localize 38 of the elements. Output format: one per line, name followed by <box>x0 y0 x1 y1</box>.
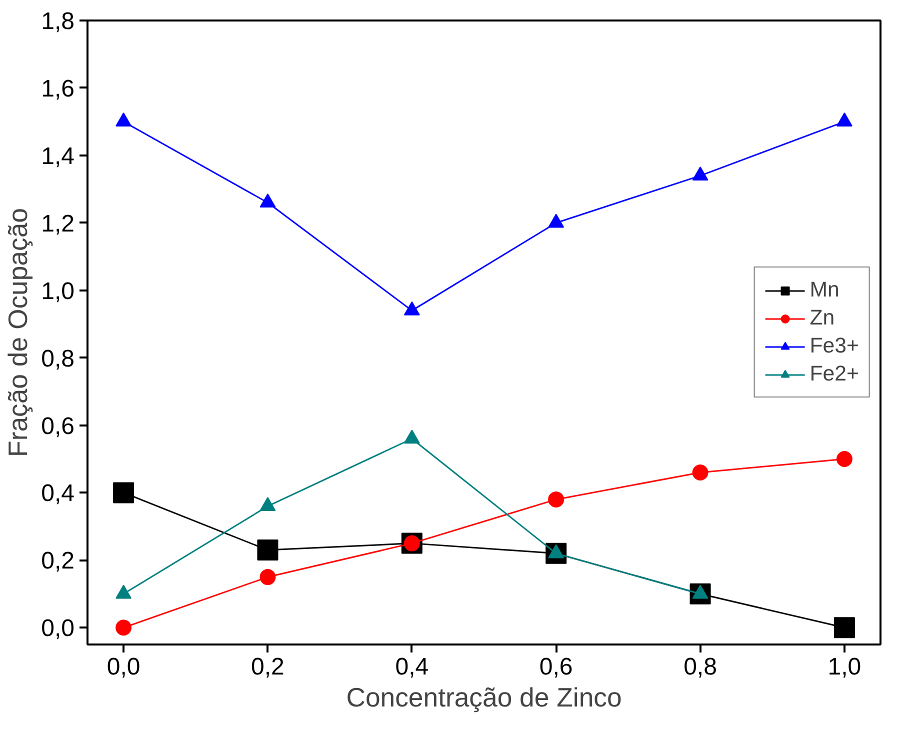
point <box>257 540 278 561</box>
x-tick-label: 0,0 <box>106 654 140 680</box>
legend-label: Zn <box>810 306 835 330</box>
x-axis-title: Concentração de Zinco <box>346 682 622 712</box>
y-tick-label: 1,2 <box>41 210 75 238</box>
point <box>834 617 855 638</box>
y-tick-label: 0,2 <box>41 548 75 575</box>
y-axis-title: Fração de Ocupação <box>3 208 34 457</box>
point <box>116 112 132 127</box>
x-tick-label: 0,4 <box>395 654 429 680</box>
x-tick-label: 1,0 <box>828 654 862 680</box>
point <box>548 214 564 228</box>
point <box>836 451 852 467</box>
y-tick-label: 0,0 <box>41 615 75 642</box>
point <box>404 301 420 316</box>
legend-label: Fe2+ <box>810 362 859 386</box>
point <box>116 620 132 636</box>
point <box>404 430 420 444</box>
y-tick-label: 1,8 <box>41 8 75 35</box>
point <box>113 482 134 504</box>
point <box>260 569 276 586</box>
y-tick-label: 0,8 <box>41 345 75 372</box>
point <box>548 491 564 508</box>
legend-label: Fe3+ <box>810 334 859 358</box>
y-tick-label: 1,6 <box>41 75 75 102</box>
point <box>836 112 852 127</box>
x-tick-label: 0,2 <box>251 654 284 680</box>
y-tick-label: 0,4 <box>41 480 75 508</box>
y-tick-label: 0,6 <box>41 412 75 440</box>
legend-label: Mn <box>810 278 840 302</box>
point <box>260 193 276 208</box>
x-tick-label: 0,8 <box>684 654 717 680</box>
point <box>692 166 708 180</box>
point <box>260 497 276 512</box>
y-tick-label: 1,0 <box>41 278 75 305</box>
x-tick-label: 0,6 <box>539 654 573 680</box>
point <box>692 464 708 480</box>
y-tick-label: 1,4 <box>41 142 75 170</box>
